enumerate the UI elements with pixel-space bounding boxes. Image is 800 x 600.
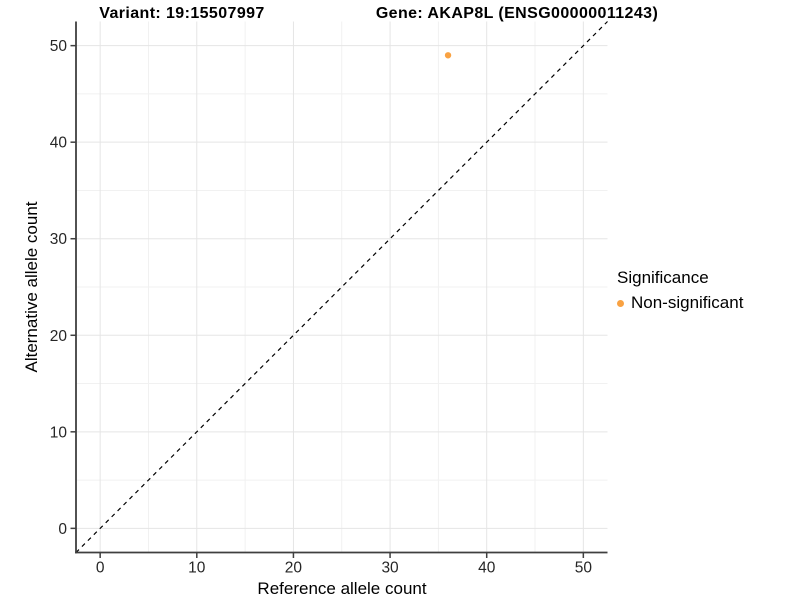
y-tick-label: 10 (50, 424, 68, 441)
x-tick-label: 0 (96, 560, 105, 577)
y-tick-label: 20 (50, 328, 68, 345)
x-tick-label: 40 (478, 560, 496, 577)
y-axis-title: Alternative allele count (22, 201, 41, 373)
legend: Significance Non-significant (617, 268, 743, 313)
legend-item-label: Non-significant (631, 293, 744, 312)
y-tick-label: 50 (50, 38, 68, 55)
x-tick-label: 20 (285, 560, 303, 577)
variant-title: Variant: 19:15507997 (99, 5, 265, 22)
x-axis-title: Reference allele count (257, 579, 427, 598)
y-tick-label: 0 (58, 521, 67, 538)
y-tick-label: 40 (50, 135, 68, 152)
legend-title: Significance (617, 268, 709, 287)
legend-point-marker-icon (617, 299, 624, 307)
x-tick-label: 10 (188, 560, 206, 577)
legend-item-non-significant: Non-significant (617, 293, 743, 313)
y-tick-label: 30 (50, 231, 68, 248)
data-point-non-significant (444, 52, 452, 59)
gene-title: Gene: AKAP8L (ENSG00000011243) (375, 5, 659, 22)
x-tick-label: 30 (381, 560, 399, 577)
x-tick-label: 50 (575, 560, 593, 577)
